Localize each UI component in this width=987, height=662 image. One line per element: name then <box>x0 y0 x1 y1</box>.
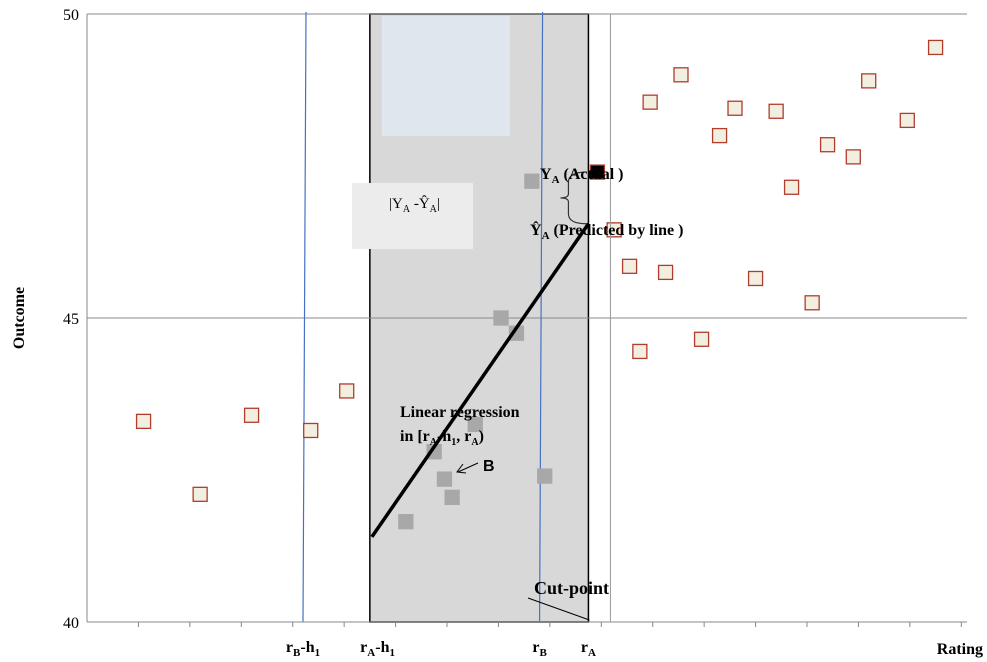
data-point <box>861 73 877 89</box>
data-point <box>768 103 784 119</box>
x-marker-labels: rB-h1 rA-h1 rB rA <box>286 639 596 659</box>
data-point <box>621 258 638 274</box>
data-point <box>444 489 460 506</box>
x-marker-label-r_B-h_1: rB-h1 <box>286 639 320 659</box>
prediction-gap-label: |YA -ŶA| <box>389 195 440 215</box>
vertical-line-r_B-h_1 <box>302 11 307 623</box>
data-point <box>845 149 861 165</box>
data-point <box>711 127 728 144</box>
vertical-reference-lines <box>302 11 544 623</box>
data-point <box>804 295 820 311</box>
x-tick-marks <box>137 622 962 627</box>
cut-point-arrow <box>527 597 590 621</box>
data-point <box>642 94 658 110</box>
x-marker-label-r_A-h_1: rA-h1 <box>360 639 395 659</box>
data-point <box>783 179 800 195</box>
data-point <box>927 39 944 56</box>
point-b-arrow-head <box>456 463 467 474</box>
data-points <box>135 39 944 530</box>
regression-label-line1: Linear regression <box>400 404 520 421</box>
ya-predicted-label: ŶA (Predicted by line ) <box>530 220 683 242</box>
actual-point <box>589 164 606 180</box>
data-point <box>673 67 689 83</box>
y-tick-label-50: 50 <box>63 7 79 24</box>
window-highlight <box>381 16 510 136</box>
data-point <box>657 264 674 281</box>
y-tick-label-40: 40 <box>63 615 79 632</box>
data-point <box>819 137 836 153</box>
data-point <box>524 173 540 189</box>
data-point <box>303 422 319 439</box>
data-point <box>493 310 509 326</box>
data-point <box>436 471 453 487</box>
regression-label-line2: in [rA-h1, rA) <box>400 428 484 448</box>
data-point <box>632 343 648 360</box>
y-tick-labels: 40 45 50 <box>63 7 79 632</box>
x-marker-label-r_A: rA <box>581 639 596 659</box>
y-axis-title: Outcome <box>11 287 28 349</box>
data-point <box>537 468 553 484</box>
point-b-label: B <box>483 458 495 475</box>
vertical-line-r_B <box>538 11 544 623</box>
prediction-gap-box <box>352 183 473 249</box>
data-point <box>243 407 260 423</box>
data-point <box>899 112 915 129</box>
data-point <box>467 416 483 433</box>
data-point <box>398 514 414 530</box>
cut-point-label: Cut-point <box>534 578 609 598</box>
ya-actual-label: YA (Actual ) <box>540 166 624 186</box>
regression-line <box>370 222 590 538</box>
gridlines <box>87 13 967 319</box>
data-point <box>135 413 152 430</box>
point-b-arrow <box>457 462 479 473</box>
data-point <box>727 100 743 116</box>
data-point <box>192 486 208 502</box>
y-tick-label-45: 45 <box>63 311 79 328</box>
data-point <box>747 270 764 287</box>
data-point <box>693 331 710 347</box>
data-point <box>339 383 355 399</box>
x-axis-title: Rating <box>937 641 983 658</box>
x-marker-label-r_B: rB <box>532 639 547 659</box>
gap-brace <box>560 171 587 225</box>
